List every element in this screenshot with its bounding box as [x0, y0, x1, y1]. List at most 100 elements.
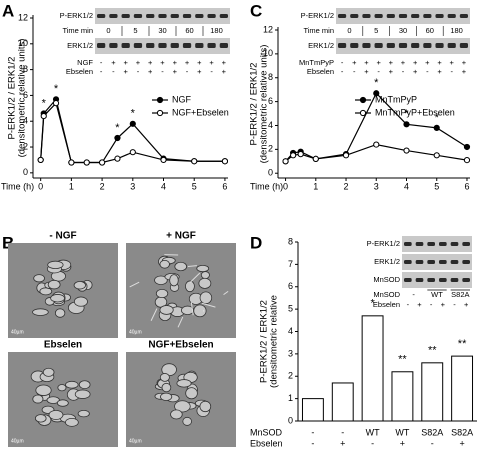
data-point: [98, 159, 106, 166]
cell: [159, 305, 174, 315]
cell: [159, 373, 170, 382]
blot-band: [338, 14, 347, 18]
treatment-group: S82A: [451, 290, 469, 299]
y-tick-label: 2: [23, 141, 28, 151]
micrograph-label: NGF+Ebselen: [148, 340, 213, 351]
treatment-sign: +: [111, 58, 116, 67]
cell: [74, 389, 91, 399]
blot-band: [386, 14, 395, 18]
blot-band: [439, 242, 447, 246]
data-point: [297, 151, 304, 158]
x-tick-label: 6: [222, 181, 227, 191]
blot-band: [404, 260, 412, 264]
blot-band: [386, 43, 395, 48]
blot-band: [447, 14, 456, 18]
time-label: 180: [210, 26, 223, 35]
legend-marker: [359, 96, 367, 104]
cell: [65, 380, 79, 389]
data-point: [114, 134, 121, 142]
neurite: [187, 265, 197, 267]
treatment-sign: +: [389, 58, 394, 67]
cell: [155, 288, 169, 299]
treatment-sign: +: [413, 58, 418, 67]
time-label: 5: [374, 26, 378, 35]
x-tick-label: 1: [313, 181, 318, 191]
blot-label: ERK1/2: [374, 257, 400, 266]
blot-band: [459, 14, 468, 18]
blot-band: [133, 43, 143, 48]
cell: [42, 367, 55, 377]
cell: [47, 279, 61, 290]
blot-band: [121, 14, 130, 18]
treatment-sign: -: [100, 58, 103, 67]
treatment-sign: +: [441, 300, 446, 309]
cell: [50, 294, 65, 303]
blot-band: [182, 43, 192, 48]
blot-label: Time min: [62, 26, 93, 35]
treatment-label: Ebselen: [66, 67, 93, 76]
x-tick-label: +: [400, 438, 405, 448]
blot-band: [415, 242, 424, 246]
time-label: 0: [347, 26, 351, 35]
cell: [33, 274, 45, 283]
x-tick-label: +: [459, 438, 464, 448]
legend-marker: [156, 96, 164, 104]
panel-letter: A: [2, 1, 14, 20]
blot-band: [374, 14, 383, 18]
legend-marker: [359, 109, 367, 117]
x-tick-label: -: [311, 438, 314, 448]
cell: [73, 281, 86, 290]
blot-band: [121, 43, 130, 48]
blot-band: [450, 278, 459, 282]
x-tick-label: 6: [464, 181, 469, 191]
y-axis-label: P-ERK1/2 / ERK1/2: [7, 57, 18, 140]
treatment-sign: +: [425, 58, 430, 67]
data-point: [373, 90, 380, 97]
blot-band: [427, 242, 435, 246]
cell: [176, 379, 192, 388]
scale-label: 40µm: [129, 329, 142, 335]
treatment-label: Ebselen: [373, 300, 400, 309]
blot-band: [158, 14, 167, 18]
data-point: [403, 121, 410, 128]
blot-band: [459, 43, 468, 48]
x-tick-label: +: [340, 438, 345, 448]
significance: *: [54, 83, 59, 95]
micrograph: [126, 352, 236, 447]
cell: [170, 409, 183, 420]
x-tick-label: 2: [344, 181, 349, 191]
cell: [35, 384, 52, 396]
x-tick-label: 3: [374, 181, 379, 191]
data-point: [40, 112, 47, 120]
neurite: [189, 272, 201, 284]
blot-band: [447, 43, 456, 48]
data-point: [290, 152, 297, 159]
blot-label: P-ERK1/2: [367, 239, 400, 248]
x-tick-label: -: [371, 438, 374, 448]
scale-label: 40µm: [11, 329, 24, 335]
blot-band: [109, 43, 118, 48]
cell: [57, 384, 67, 392]
y-tick-label: 8: [23, 64, 28, 74]
micrograph-label: + NGF: [166, 231, 196, 242]
significance: *: [42, 97, 47, 109]
time-label: 30: [399, 26, 407, 35]
legend-label: NGF: [172, 94, 192, 104]
x-tick-label: 1: [69, 181, 74, 191]
neurite: [190, 302, 194, 316]
blot-label: P-ERK1/2: [301, 11, 334, 20]
blot-band: [427, 260, 435, 264]
significance: *: [115, 122, 120, 134]
time-label: 0: [106, 26, 110, 35]
significance: *: [404, 108, 409, 120]
treatment-label: MnTmPyP: [299, 58, 334, 67]
blot-band: [97, 43, 106, 48]
cell: [198, 277, 212, 289]
data-point: [37, 156, 44, 164]
legend-marker: [156, 109, 164, 117]
x-tick-label: 4: [404, 181, 409, 191]
category-row-label: MnSOD: [250, 427, 283, 437]
data-point: [83, 159, 90, 166]
blot-band: [411, 14, 420, 18]
neurite: [223, 290, 229, 296]
